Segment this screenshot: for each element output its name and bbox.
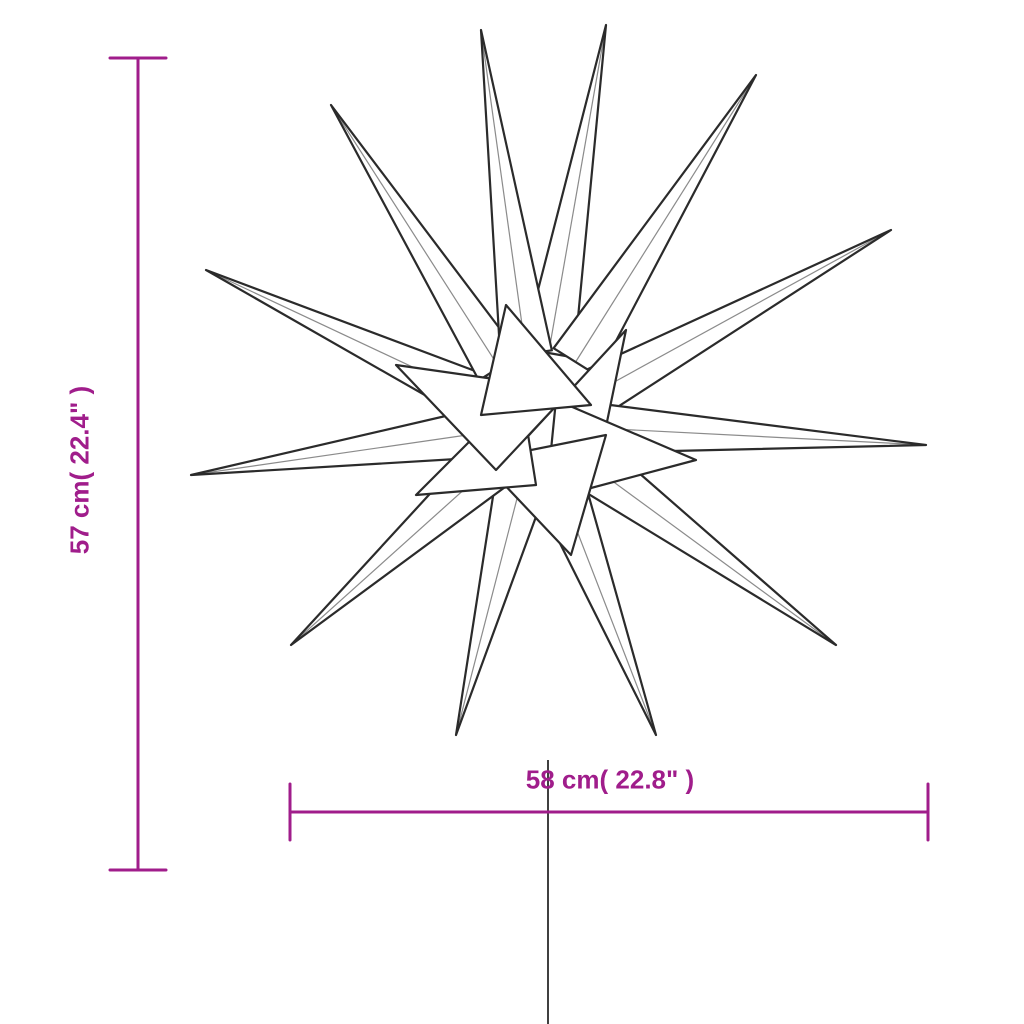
diagram-svg [0, 0, 1024, 1024]
height-dimension-label: 57 cm( 22.4" ) [65, 386, 96, 554]
width-dimension-label: 58 cm( 22.8" ) [526, 765, 694, 796]
dimension-diagram: 57 cm( 22.4" ) 58 cm( 22.8" ) [0, 0, 1024, 1024]
star-outline [191, 25, 926, 735]
